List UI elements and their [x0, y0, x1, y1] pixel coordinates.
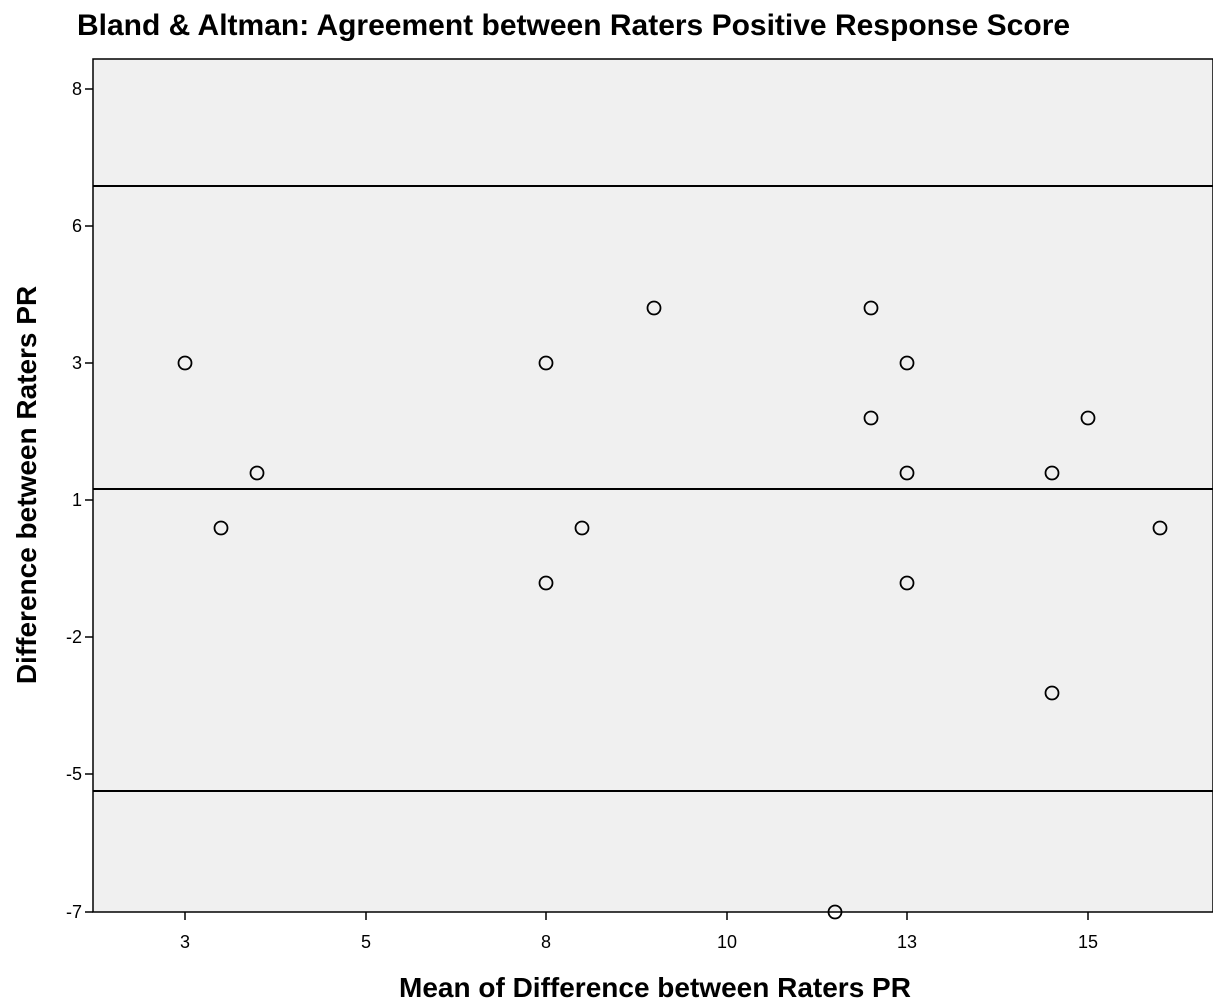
x-tick-label: 15 [1078, 932, 1098, 952]
data-point [1044, 465, 1060, 481]
x-tick-label: 8 [541, 932, 551, 952]
data-point [863, 410, 879, 426]
data-point [863, 300, 879, 316]
y-tick-label: 1 [72, 490, 82, 510]
data-point [538, 575, 554, 591]
data-point [177, 355, 193, 371]
x-tick-label: 3 [180, 932, 190, 952]
x-tick-label: 10 [717, 932, 737, 952]
plot-area [92, 58, 1213, 913]
y-tick-label: 8 [72, 79, 82, 99]
x-axis-label: Mean of Difference between Raters PR [399, 972, 911, 1001]
data-point [538, 355, 554, 371]
data-point [213, 520, 229, 536]
y-tick-label: -2 [66, 627, 82, 647]
data-point [646, 300, 662, 316]
y-tick-label: 3 [72, 353, 82, 373]
y-tick-label: -5 [66, 764, 82, 784]
x-tick-label: 13 [897, 932, 917, 952]
chart-title: Bland & Altman: Agreement between Raters… [77, 9, 1070, 42]
y-axis-label: Difference between Raters PR [11, 286, 42, 684]
data-point [899, 355, 915, 371]
data-point [899, 465, 915, 481]
data-point [827, 904, 843, 920]
y-tick-label: 6 [72, 216, 82, 236]
data-point [249, 465, 265, 481]
data-point [1080, 410, 1096, 426]
data-point [1044, 685, 1060, 701]
data-point [574, 520, 590, 536]
x-tick-label: 5 [361, 932, 371, 952]
data-point [899, 575, 915, 591]
y-tick-label: -7 [66, 902, 82, 922]
data-point [1152, 520, 1168, 536]
